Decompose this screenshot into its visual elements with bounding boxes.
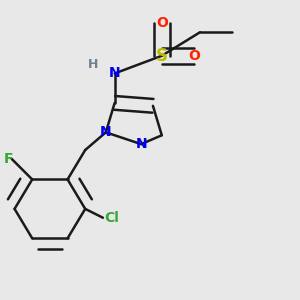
Text: F: F [4, 152, 14, 166]
Text: N: N [109, 66, 121, 80]
Text: N: N [100, 125, 112, 139]
Text: O: O [188, 49, 200, 63]
Text: N: N [135, 137, 147, 151]
Text: O: O [156, 16, 168, 30]
Text: S: S [156, 47, 168, 65]
Text: Cl: Cl [104, 211, 119, 225]
Text: H: H [87, 58, 98, 71]
